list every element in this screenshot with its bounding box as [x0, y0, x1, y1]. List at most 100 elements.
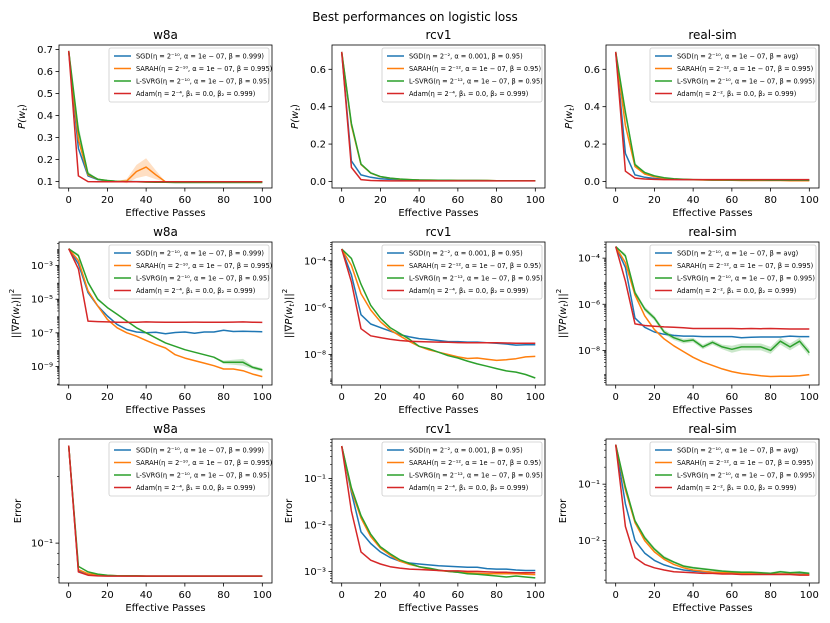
plot-area [340, 51, 536, 182]
y-tick-label: 0.2 [584, 140, 600, 151]
y-tick-label: 10⁻⁸ [578, 346, 600, 357]
legend-label: Adam(η = 2⁻², β₁ = 0.0, β₂ = 0.999) [677, 90, 796, 98]
plot-area [67, 445, 263, 577]
x-tick-label: 80 [217, 590, 230, 601]
series-line-adam [614, 246, 810, 330]
y-label-sub: t [288, 304, 296, 307]
subplot-real-sim-loss: real-sim 0 20 40 60 80 100 Effective Passes 0.0 0… [564, 28, 820, 219]
y-axis-label: P(wt) [17, 104, 29, 129]
series-line-sgd [340, 248, 536, 346]
y-tick-label: 0.2 [310, 140, 326, 151]
legend-entry-adam: Adam(η = 2⁻⁴, β₁ = 0.0, β₂ = 0.999) [114, 287, 255, 295]
series-line-adam [68, 248, 263, 324]
series-line-l-svrg [68, 248, 263, 371]
axes-frame [58, 44, 273, 189]
legend-entry-sgd: SGD(η = 2⁻², α = 0.001, β = 0.95) [387, 250, 523, 258]
plot-area [614, 444, 810, 576]
legend-label: SARAH(η = 2⁻¹⁰, α = 1e − 07, β = 0.995) [136, 262, 272, 270]
legend: SGD(η = 2⁻¹⁰, α = 1e − 07, β = 0.999) SAR… [108, 441, 272, 497]
x-tick-label: 20 [101, 392, 114, 403]
x-tick-label: 60 [178, 392, 191, 403]
series-line-l-svrg [615, 246, 810, 354]
plot-area [340, 445, 536, 579]
legend-label: Adam(η = 2⁻⁴, β₁ = 0.0, β₂ = 0.999) [136, 287, 255, 295]
y-tick-label: 0.7 [37, 45, 53, 56]
legend-entry-l-svrg: L-SVRG(η = 2⁻¹², α = 1e − 07, β = 0.95) [387, 275, 543, 283]
y-label-part: )|| [11, 293, 22, 304]
x-tick-label: 40 [413, 590, 426, 601]
plot-area [67, 50, 263, 184]
legend-label: SARAH(η = 2⁻¹², α = 1e − 07, β = 0.95) [409, 459, 541, 467]
legend-entry-l-svrg: L-SVRG(η = 2⁻¹⁰, α = 1e − 07, β = 0.995) [655, 78, 815, 86]
plot-area [614, 246, 810, 378]
x-tick-label: 40 [687, 590, 700, 601]
legend-box [108, 441, 270, 497]
legend-label: L-SVRG(η = 2⁻¹⁰, α = 1e − 07, β = 0.995) [677, 472, 815, 480]
y-axis-label: P(wt) [290, 104, 302, 129]
y-tick-label: 0.6 [310, 65, 326, 76]
y-tick-label: 0.0 [584, 177, 600, 188]
y-axis-label: Error [558, 498, 569, 523]
series-line-sgd [615, 246, 810, 339]
x-tick-label: 0 [65, 195, 71, 206]
series-line-adam [340, 445, 536, 574]
series-line-sarah [68, 248, 263, 378]
legend-entry-sgd: SGD(η = 2⁻¹⁰, α = 1e − 07, β = 0.999) [114, 447, 264, 455]
x-tick-label: 80 [490, 392, 503, 403]
subplot-title: real-sim [688, 225, 736, 239]
legend-label: Adam(η = 2⁻⁴, β₁ = 0.0, β₂ = 0.999) [136, 90, 255, 98]
x-tick-label: 0 [612, 590, 618, 601]
x-tick-label: 40 [140, 392, 153, 403]
legend: SGD(η = 2⁻², α = 0.001, β = 0.95) SARAH(η… [381, 441, 543, 497]
x-tick-label: 60 [451, 195, 464, 206]
x-tick-label: 40 [140, 590, 153, 601]
x-tick-label: 40 [687, 195, 700, 206]
x-tick-label: 60 [725, 392, 738, 403]
x-axis-label: Effective Passes [398, 405, 478, 416]
y-label-part: P(w [558, 306, 569, 325]
x-tick-label: 0 [338, 392, 344, 403]
x-tick-label: 60 [178, 195, 191, 206]
legend-label: SARAH(η = 2⁻¹⁰, α = 1e − 07, β = 0.995) [136, 65, 272, 73]
legend-label: L-SVRG(η = 2⁻¹⁰, α = 1e − 07, β = 0.995) [677, 78, 815, 86]
y-label-sub: t [15, 304, 23, 307]
x-tick-label: 100 [253, 590, 272, 601]
legend: SGD(η = 2⁻¹⁰, α = 1e − 07, β = 0.999) SAR… [108, 47, 272, 103]
subplot-title: w8a [153, 28, 178, 42]
series-line-adam [614, 51, 810, 181]
y-tick-label: 10⁻⁵ [31, 295, 53, 306]
x-tick-label: 0 [65, 590, 71, 601]
legend-entry-adam: Adam(η = 2⁻⁴, β₁ = 0.0, β₂ = 0.999) [114, 484, 255, 492]
x-tick-label: 20 [374, 195, 387, 206]
plot-area [68, 248, 263, 378]
x-tick-label: 20 [374, 392, 387, 403]
legend-box [381, 244, 543, 300]
legend-entry-sarah: SARAH(η = 2⁻¹², α = 1e − 07, β = 0.995) [655, 262, 813, 270]
y-tick-label: 0.3 [37, 133, 53, 144]
series-line-sgd [340, 445, 536, 572]
x-tick-label: 20 [648, 195, 661, 206]
x-tick-label: 100 [253, 392, 272, 403]
legend-label: SARAH(η = 2⁻¹⁰, α = 1e − 07, β = 0.995) [136, 459, 272, 467]
x-tick-label: 0 [338, 195, 344, 206]
y-tick-label: 0.1 [37, 177, 53, 188]
axes-frame [58, 438, 273, 584]
legend-box [381, 47, 543, 103]
subplot-title: w8a [153, 422, 178, 436]
legend-entry-adam: Adam(η = 2⁻⁴, β₁ = 0.0, β₂ = 0.999) [387, 484, 528, 492]
legend-label: SGD(η = 2⁻¹⁰, α = 1e − 07, β = 0.999) [136, 250, 264, 258]
x-axis-label: Effective Passes [398, 208, 478, 219]
legend-entry-adam: Adam(η = 2⁻², β₁ = 0.0, β₂ = 0.999) [655, 90, 796, 98]
y-tick-label: 0.4 [37, 111, 53, 122]
legend-label: Adam(η = 2⁻², β₁ = 0.0, β₂ = 0.999) [677, 287, 796, 295]
y-label-part: ) [564, 104, 575, 108]
y-label-sup: 2 [8, 289, 16, 293]
y-label-sup: 2 [555, 289, 563, 293]
legend-entry-sgd: SGD(η = 2⁻¹⁰, α = 1e − 07, β = avg) [655, 53, 798, 61]
y-label-part: P(w [284, 306, 295, 325]
subplot-title: rcv1 [425, 422, 451, 436]
axes-frame [331, 438, 546, 584]
y-tick-label: 10⁻⁶ [304, 303, 326, 314]
x-tick-label: 100 [800, 195, 819, 206]
axes-frame [605, 438, 820, 584]
